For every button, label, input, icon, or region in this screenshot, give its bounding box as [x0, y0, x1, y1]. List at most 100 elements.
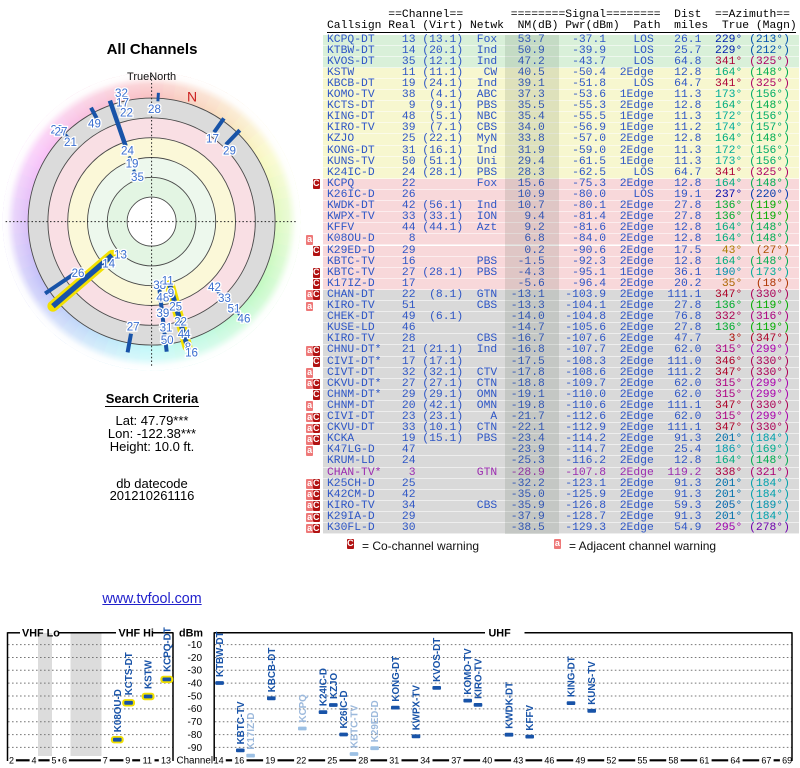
svg-text:TrueNorth: TrueNorth [127, 71, 176, 83]
svg-text:VHF Hi: VHF Hi [119, 628, 154, 640]
svg-text:KIRO-TV: KIRO-TV [474, 658, 485, 699]
svg-text:55: 55 [637, 756, 647, 766]
svg-text:40: 40 [482, 756, 492, 766]
svg-text:16: 16 [234, 756, 244, 766]
svg-text:-80: -80 [188, 730, 203, 741]
svg-text:KBTC-TV: KBTC-TV [350, 705, 361, 748]
svg-text:25: 25 [169, 301, 182, 314]
svg-text:29: 29 [223, 145, 236, 158]
svg-text:KWDK-DT: KWDK-DT [505, 682, 516, 729]
svg-text:KCTS-DT: KCTS-DT [124, 652, 135, 695]
svg-text:5: 5 [51, 756, 56, 766]
svg-text:69: 69 [782, 756, 792, 766]
svg-text:11: 11 [162, 274, 174, 287]
svg-text:22: 22 [120, 107, 133, 120]
svg-text:4: 4 [31, 756, 36, 766]
svg-text:6: 6 [62, 756, 67, 766]
svg-text:29: 29 [51, 124, 64, 137]
svg-text:27: 27 [127, 321, 140, 334]
svg-text:64: 64 [730, 756, 740, 766]
svg-text:KOMO-TV: KOMO-TV [463, 648, 474, 695]
svg-text:dBm: dBm [179, 628, 203, 640]
svg-text:31: 31 [160, 322, 173, 335]
svg-text:2: 2 [9, 756, 14, 766]
svg-text:28: 28 [358, 756, 368, 766]
svg-text:19: 19 [126, 158, 139, 171]
svg-text:KWPX-TV: KWPX-TV [412, 685, 423, 731]
svg-text:11: 11 [143, 756, 152, 766]
svg-text:KCPQ: KCPQ [298, 694, 309, 723]
svg-text:52: 52 [606, 756, 616, 766]
svg-text:46: 46 [238, 313, 251, 326]
svg-text:8: 8 [185, 341, 191, 354]
svg-text:KFFV: KFFV [525, 705, 536, 731]
svg-text:KVOS-DT: KVOS-DT [432, 638, 443, 682]
svg-text:KZJO: KZJO [329, 672, 340, 699]
svg-text:50: 50 [161, 334, 174, 347]
svg-text:13: 13 [114, 248, 127, 261]
svg-text:KTBW-DT: KTBW-DT [215, 631, 226, 677]
svg-text:K08OU-D: K08OU-D [113, 689, 124, 732]
svg-text:26: 26 [72, 267, 85, 280]
svg-text:17: 17 [206, 132, 219, 145]
svg-text:-70: -70 [188, 717, 203, 728]
svg-text:KSTW: KSTW [144, 659, 155, 689]
svg-text:46: 46 [544, 756, 554, 766]
svg-text:13: 13 [161, 756, 171, 766]
svg-text:22: 22 [296, 756, 306, 766]
svg-text:48: 48 [156, 291, 169, 304]
svg-text:14: 14 [214, 756, 224, 766]
svg-text:44: 44 [178, 328, 191, 341]
svg-text:51: 51 [228, 303, 241, 316]
svg-text:21: 21 [64, 136, 77, 149]
svg-text:K29ED-D: K29ED-D [370, 700, 381, 742]
svg-text:25: 25 [327, 756, 337, 766]
svg-text:49: 49 [88, 118, 101, 131]
svg-text:K24IC-D: K24IC-D [319, 668, 330, 706]
svg-text:17: 17 [116, 96, 129, 109]
svg-text:16: 16 [185, 347, 198, 360]
svg-text:-20: -20 [188, 653, 203, 664]
svg-text:Channel: Channel [177, 755, 214, 766]
svg-text:38: 38 [153, 279, 166, 292]
svg-text:KONG-DT: KONG-DT [391, 656, 402, 702]
svg-text:37: 37 [451, 756, 461, 766]
svg-text:49: 49 [575, 756, 585, 766]
svg-text:31: 31 [389, 756, 399, 766]
svg-text:9: 9 [168, 287, 174, 300]
svg-text:-30: -30 [188, 666, 203, 677]
svg-text:43: 43 [513, 756, 523, 766]
svg-text:27: 27 [55, 126, 68, 139]
svg-text:N: N [187, 88, 197, 104]
svg-text:VHF Lo: VHF Lo [22, 628, 60, 640]
svg-text:39: 39 [156, 307, 169, 320]
svg-text:67: 67 [761, 756, 771, 766]
svg-text:7: 7 [103, 756, 108, 766]
svg-text:KCPQ-DT: KCPQ-DT [162, 627, 173, 672]
svg-text:33: 33 [218, 292, 231, 305]
svg-text:58: 58 [668, 756, 678, 766]
svg-text:KING-DT: KING-DT [567, 656, 578, 697]
svg-text:KBTC-TV: KBTC-TV [236, 701, 247, 744]
svg-text:K26IC-D: K26IC-D [339, 690, 350, 728]
svg-text:35: 35 [131, 171, 144, 184]
svg-text:14: 14 [102, 257, 115, 270]
svg-text:42: 42 [208, 281, 221, 294]
svg-text:-10: -10 [188, 640, 203, 651]
svg-text:UHF: UHF [489, 628, 512, 640]
svg-text:K17IZ-D: K17IZ-D [246, 713, 257, 750]
svg-text:19: 19 [265, 756, 275, 766]
svg-text:34: 34 [420, 756, 430, 766]
svg-text:28: 28 [148, 103, 161, 116]
svg-text:KBCB-DT: KBCB-DT [267, 648, 278, 693]
svg-text:KUNS-TV: KUNS-TV [587, 661, 598, 705]
svg-text:32: 32 [115, 87, 128, 100]
svg-text:24: 24 [121, 145, 134, 158]
svg-text:22: 22 [174, 316, 187, 329]
svg-text:-60: -60 [188, 704, 203, 715]
svg-text:-50: -50 [188, 691, 203, 702]
svg-text:61: 61 [699, 756, 709, 766]
svg-text:9: 9 [125, 756, 130, 766]
svg-text:-40: -40 [188, 679, 203, 690]
svg-text:-90: -90 [188, 743, 203, 754]
